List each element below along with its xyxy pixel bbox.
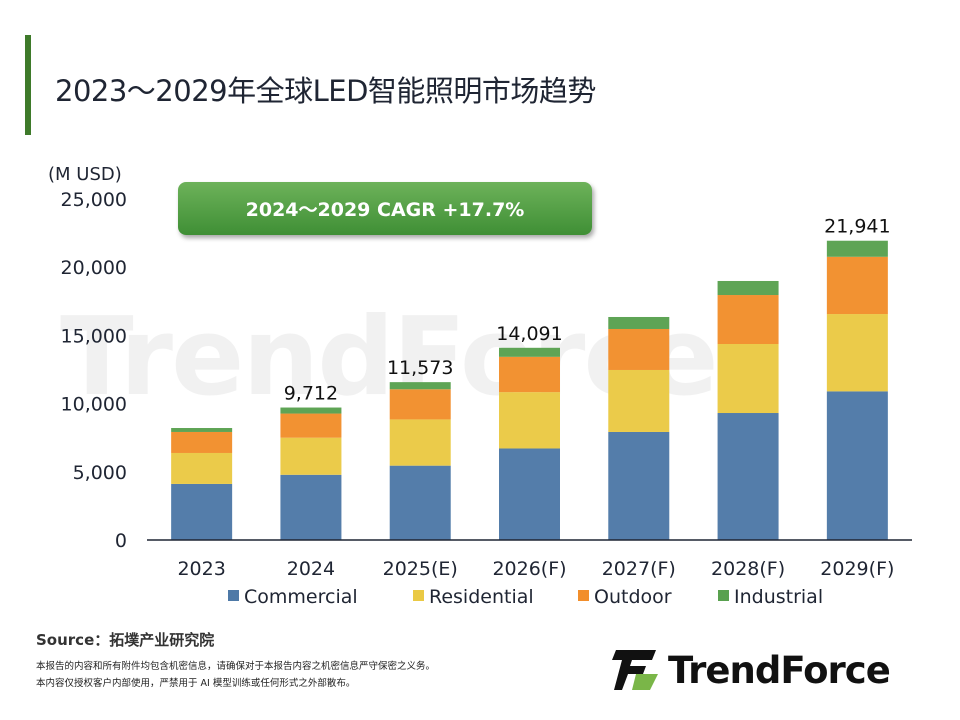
bar-segment-residential <box>280 437 342 475</box>
bar-segment-commercial <box>826 391 888 540</box>
x-tick-label: 2024 <box>287 558 335 580</box>
disclaimer-line-2: 本内容仅授权客户内部使用，严禁用于 AI 模型训练或任何形式之外部散布。 <box>36 678 356 689</box>
x-tick-label: 2028(F) <box>711 558 785 580</box>
legend-swatch-residential <box>413 590 424 601</box>
y-axis-label: (M USD) <box>48 164 122 185</box>
bar-segment-residential <box>499 392 560 449</box>
bar-segment-commercial <box>389 465 451 540</box>
bar-segment-industrial <box>389 382 451 390</box>
trendforce-logo-icon <box>612 650 658 690</box>
y-tick-label: 15,000 <box>61 325 127 347</box>
bar-segment-outdoor <box>280 413 342 438</box>
cagr-callout: 2024～2029 CAGR +17.7% <box>178 182 592 235</box>
total-label: 21,941 <box>824 216 890 238</box>
bar-segment-outdoor <box>608 328 670 370</box>
total-label: 11,573 <box>387 357 453 379</box>
x-tick-label: 2029(F) <box>820 558 894 580</box>
x-tick-label: 2023 <box>177 558 225 580</box>
cagr-text: 2024～2029 CAGR +17.7% <box>245 199 525 221</box>
bar-segment-commercial <box>280 474 342 540</box>
chart: (M USD) 0 5,000 10,000 15,000 20,000 25,000 202… <box>48 164 912 608</box>
bar-segment-residential <box>717 343 779 414</box>
x-tick-label: 2027(F) <box>602 558 676 580</box>
legend-label-residential: Residential <box>429 586 534 608</box>
brand-name: TrendForce <box>668 648 891 692</box>
bar-segment-outdoor <box>826 256 888 315</box>
bar-segment-industrial <box>171 428 233 432</box>
bar-segment-industrial <box>280 407 342 414</box>
title-accent-bar <box>25 35 31 135</box>
y-tick-label: 5,000 <box>73 462 127 484</box>
bar-segment-industrial <box>499 347 560 357</box>
y-tick-label: 0 <box>115 530 127 552</box>
legend-label-industrial: Industrial <box>734 586 823 608</box>
y-tick-label: 20,000 <box>61 257 127 279</box>
bar-segment-industrial <box>717 280 779 296</box>
x-tick-label: 2026(F) <box>492 558 566 580</box>
legend-swatch-commercial <box>228 590 239 601</box>
trendforce-logo: TrendForce <box>612 648 891 692</box>
bar-segment-outdoor <box>389 389 451 420</box>
legend-swatch-industrial <box>718 590 729 601</box>
source: Source：拓墣产业研究院 <box>36 631 215 649</box>
total-label: 14,091 <box>496 323 562 345</box>
bar-segment-outdoor <box>717 295 779 344</box>
bar-segment-commercial <box>171 483 233 540</box>
bar-segment-commercial <box>608 431 670 540</box>
legend-label-commercial: Commercial <box>244 586 358 608</box>
bar-segment-industrial <box>608 316 670 329</box>
bar-segment-commercial <box>499 448 560 540</box>
bar-segment-residential <box>171 452 233 484</box>
disclaimer-line-1: 本报告的内容和所有附件均包含机密信息，请确保对于本报告内容之机密信息严守保密之义… <box>36 661 436 672</box>
bar-segment-residential <box>826 314 888 392</box>
legend-swatch-outdoor <box>578 590 589 601</box>
y-tick-label: 25,000 <box>61 189 127 211</box>
bar-segment-outdoor <box>171 431 233 453</box>
x-tick-label: 2025(E) <box>383 558 458 580</box>
bar-segment-commercial <box>717 413 779 540</box>
bar-segment-industrial <box>826 240 888 257</box>
bar-segment-residential <box>389 419 451 466</box>
bar-segment-outdoor <box>499 356 560 393</box>
page-title: 2023～2029年全球LED智能照明市场趋势 <box>55 74 596 108</box>
legend-label-outdoor: Outdoor <box>594 586 672 608</box>
total-label: 9,712 <box>284 383 338 405</box>
bar-segment-residential <box>608 369 670 432</box>
y-tick-label: 10,000 <box>61 394 127 416</box>
